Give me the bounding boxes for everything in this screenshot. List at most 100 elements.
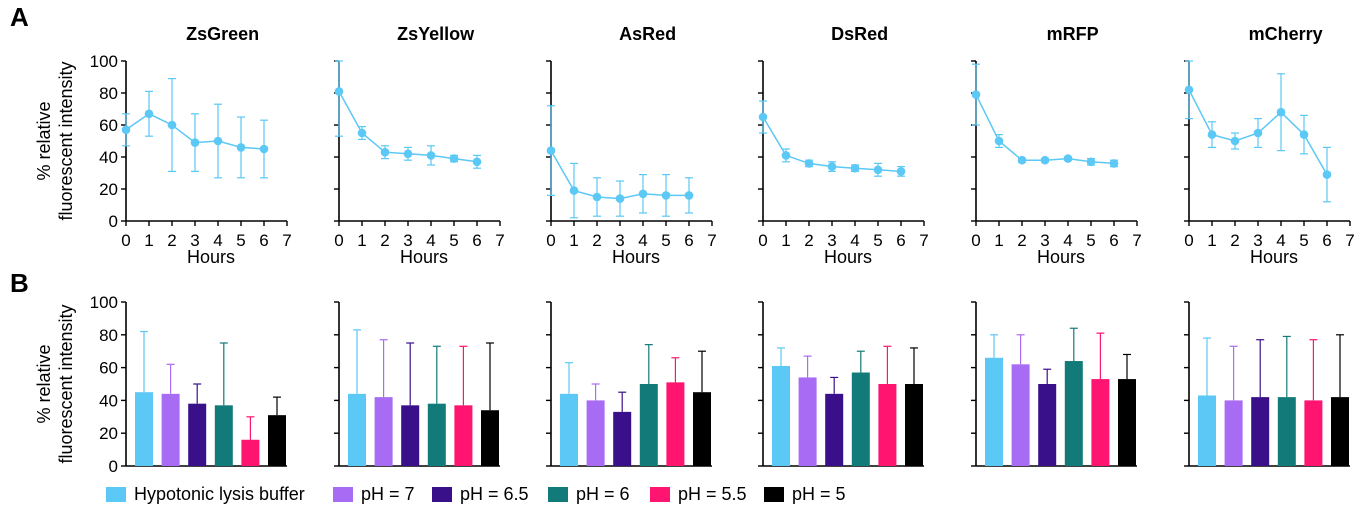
x-tick-label: 0 [758, 231, 767, 250]
x-axis-title: Hours [187, 247, 235, 267]
data-point [1299, 130, 1309, 139]
y-tick-label: 60 [99, 116, 118, 135]
legend-item: Hypotonic lysis buffer [106, 484, 305, 504]
x-tick-label: 4 [1276, 231, 1285, 250]
x-tick-label: 7 [1345, 231, 1354, 250]
bar [1038, 384, 1057, 466]
legend-label: pH = 5.5 [678, 484, 747, 504]
x-tick-label: 5 [1299, 231, 1308, 250]
x-axis-title: Hours [400, 247, 448, 267]
data-point [357, 128, 367, 138]
y-tick-label: 100 [90, 293, 118, 312]
x-tick-label: 3 [403, 231, 412, 250]
bar [772, 365, 790, 466]
x-tick-label: 0 [1184, 231, 1193, 250]
bar [985, 357, 1003, 466]
legend-item: pH = 6.5 [432, 484, 529, 504]
data-point [1086, 157, 1096, 167]
x-tick-label: 2 [1017, 231, 1026, 250]
legend-label: pH = 7 [361, 484, 415, 504]
bar [1224, 400, 1243, 466]
data-point [1184, 85, 1194, 95]
x-tick-label: 7 [919, 231, 928, 250]
x-tick-label: 3 [190, 231, 199, 250]
series-line [975, 94, 1115, 165]
data-point [1017, 155, 1027, 165]
x-axis-title: Hours [1037, 247, 1085, 267]
legend-item: pH = 5 [764, 484, 846, 504]
data-point [1322, 170, 1332, 179]
legend-swatch [764, 487, 784, 502]
data-point [1230, 136, 1240, 146]
bar [1198, 395, 1216, 466]
chart-6: 0 20 40 60 80 100 [90, 293, 287, 476]
data-point [684, 191, 694, 200]
bar [825, 393, 844, 466]
data-point [259, 144, 269, 154]
x-tick-label: 7 [282, 231, 291, 250]
legend-label: pH = 5 [792, 484, 846, 504]
x-tick-label: 2 [380, 231, 389, 250]
x-tick-label: 7 [1132, 231, 1141, 250]
x-tick-label: 7 [707, 231, 716, 250]
data-point [661, 191, 671, 200]
bar [214, 405, 233, 466]
x-tick-label: 5 [236, 231, 245, 250]
x-tick-label: 3 [1253, 231, 1262, 250]
bar [851, 372, 870, 466]
x-tick-label: 4 [850, 231, 859, 250]
chart-title: ZsGreen [186, 24, 259, 44]
bar [693, 392, 711, 466]
x-tick-label: 5 [449, 231, 458, 250]
data-point [403, 149, 413, 159]
bar [374, 397, 393, 466]
data-point [1109, 159, 1119, 168]
bar [401, 405, 420, 466]
bar [586, 400, 605, 466]
x-tick-label: 3 [615, 231, 624, 250]
data-point [827, 162, 837, 171]
x-tick-label: 7 [495, 231, 504, 250]
x-tick-label: 0 [121, 231, 130, 250]
x-tick-label: 0 [971, 231, 980, 250]
x-tick-label: 6 [1109, 231, 1118, 250]
data-point [334, 87, 344, 96]
bar [1304, 400, 1323, 466]
data-point [1253, 128, 1263, 138]
x-axis-title: Hours [612, 247, 660, 267]
legend-swatch [333, 487, 353, 502]
legend-item: pH = 6 [548, 484, 630, 504]
y-tick-label: 60 [99, 359, 118, 378]
data-point [781, 151, 791, 160]
bar [1277, 397, 1296, 466]
x-tick-label: 2 [167, 231, 176, 250]
data-point [213, 136, 223, 146]
data-point [994, 136, 1004, 146]
legend-swatch [650, 487, 670, 502]
bar [905, 384, 923, 466]
chart-10 [971, 301, 1137, 467]
data-point [121, 125, 131, 135]
bar [1091, 379, 1110, 466]
bar [268, 415, 286, 466]
data-point [804, 159, 814, 168]
y-tick-label: 40 [99, 391, 118, 410]
bar [481, 410, 499, 466]
x-tick-label: 4 [426, 231, 435, 250]
x-tick-label: 2 [804, 231, 813, 250]
bar [241, 439, 260, 466]
chart-5: mCherry 0 1 2 3 4 5 6 7 Hours [1184, 24, 1355, 267]
x-tick-label: 4 [638, 231, 647, 250]
x-tick-label: 6 [259, 231, 268, 250]
legend-item: pH = 5.5 [650, 484, 747, 504]
data-point [546, 146, 556, 155]
x-tick-label: 1 [357, 231, 366, 250]
legend: Hypotonic lysis buffer pH = 7 pH = 6.5 pH =… [106, 484, 846, 504]
x-tick-label: 1 [1207, 231, 1216, 250]
data-point [615, 194, 625, 203]
y-tick-label: 80 [99, 326, 118, 345]
bar [427, 403, 446, 466]
chart-2: AsRed 0 1 2 3 4 5 6 7 Hours [546, 24, 717, 267]
